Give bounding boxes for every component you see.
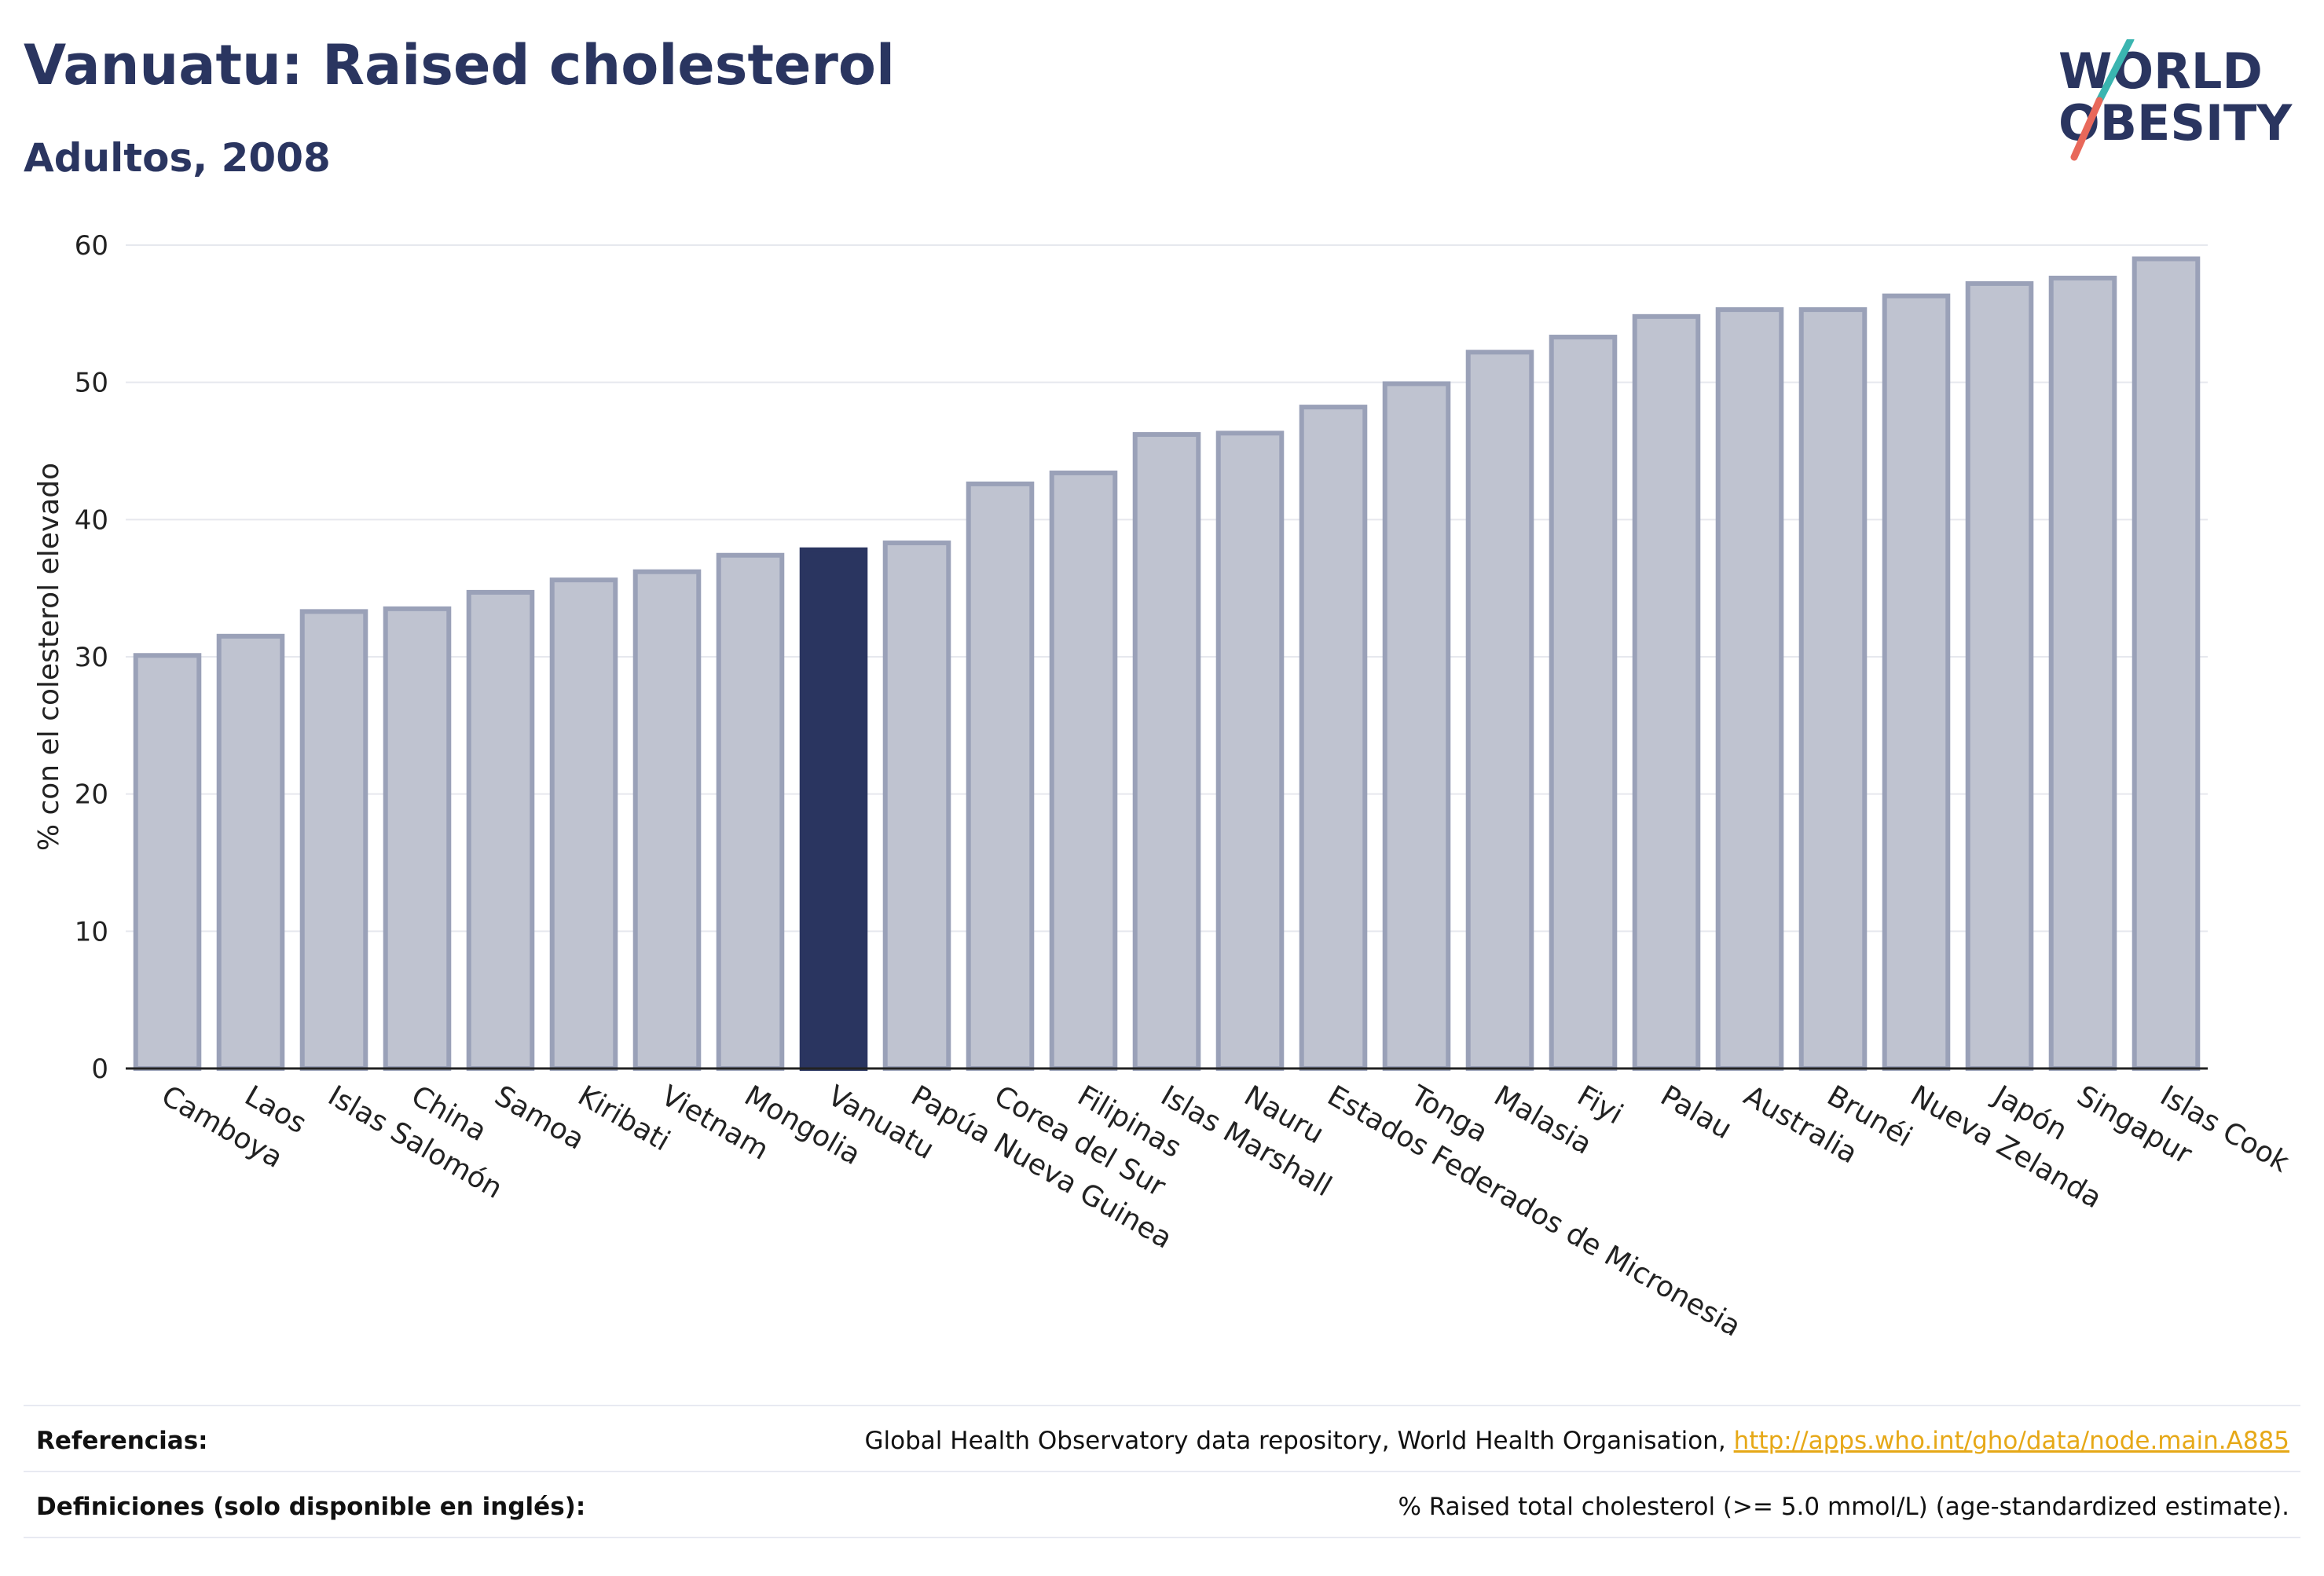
logo-slash-coral (2070, 97, 2103, 161)
bar (1132, 432, 1201, 1071)
y-axis-label: % con el colesterol elevado (33, 463, 65, 851)
bar (1215, 431, 1285, 1071)
x-tick-label: Samoa (489, 1079, 590, 1156)
chart-title: Vanuatu: Raised cholesterol (24, 33, 895, 97)
definitions-label: Definiciones (solo disponible en inglés)… (36, 1493, 586, 1521)
y-tick-label: 0 (91, 1054, 108, 1085)
bar (2132, 256, 2201, 1071)
logo-word-world: WORLD (2058, 42, 2263, 100)
bar (799, 547, 868, 1071)
world-obesity-logo: WORLD OBESITY (2058, 39, 2293, 161)
bar (299, 609, 368, 1071)
bar (466, 589, 535, 1071)
references-value: Global Health Observatory data repositor… (865, 1427, 2289, 1455)
bar (632, 569, 702, 1071)
references-text: Global Health Observatory data repositor… (864, 1427, 1734, 1455)
bar-chart: 0 10 20 30 40 50 60 % con el colesterol elevado… (33, 230, 2294, 1343)
y-tick-label: 60 (75, 230, 108, 262)
bar (882, 541, 951, 1071)
bar (383, 606, 452, 1071)
bar (1299, 405, 1368, 1071)
footer-divider-middle (24, 1471, 2300, 1472)
bar (1965, 280, 2034, 1071)
bar (1798, 307, 1868, 1071)
x-tick-label: Kiribati (573, 1079, 676, 1157)
references-label: Referencias: (36, 1427, 208, 1455)
bar (1882, 293, 1951, 1072)
references-link[interactable]: http://apps.who.int/gho/data/node.main.A… (1733, 1427, 2289, 1455)
bar (1632, 313, 1701, 1071)
footer-divider-top (24, 1405, 2300, 1406)
y-tick-label: 50 (75, 368, 108, 399)
bar (549, 577, 618, 1071)
bar (216, 633, 285, 1071)
bar (2048, 275, 2117, 1072)
y-tick-label: 40 (75, 504, 108, 536)
bar (966, 481, 1035, 1071)
bar (1549, 335, 1618, 1071)
y-tick-label: 10 (75, 916, 108, 947)
bar (1382, 381, 1451, 1071)
bar (1049, 470, 1118, 1071)
bar (1715, 307, 1784, 1071)
chart-subtitle: Adultos, 2008 (24, 135, 331, 181)
bar (1465, 350, 1534, 1071)
y-tick-label: 30 (75, 642, 108, 673)
logo-slash-teal (2095, 39, 2135, 104)
bar (133, 653, 202, 1071)
y-tick-label: 20 (75, 779, 108, 811)
definitions-value: % Raised total cholesterol (>= 5.0 mmol/… (1398, 1493, 2289, 1521)
bar (716, 552, 785, 1071)
x-tick-label: Palau (1655, 1079, 1738, 1145)
footer-divider-bottom (24, 1537, 2300, 1538)
